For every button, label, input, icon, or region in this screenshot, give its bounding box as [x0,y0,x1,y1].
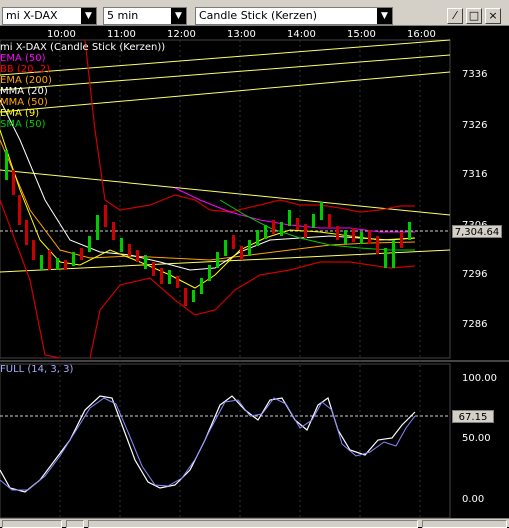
candles [5,150,411,306]
time-label: 12:00 [167,29,196,40]
chevron-down-icon[interactable]: ▼ [171,8,186,24]
draw-tool-button[interactable]: ⁄ [447,8,463,24]
instrument-select-value: mi X-DAX [6,9,58,22]
indicator-sma-50[interactable]: SMA (50) [0,119,46,130]
price-label: 7286 [462,319,487,330]
indicator-mma-50[interactable]: MMA (50) [0,97,48,108]
status-bar [0,518,509,528]
time-label: 13:00 [227,29,256,40]
toolbar: mi X-DAX ▼ 5 min ▼ Candle Stick (Kerzen)… [0,0,509,26]
price-chart-svg: 10:00 11:00 12:00 13:00 14:00 15:00 16:0… [0,29,509,519]
price-pane [0,39,451,359]
bollinger-lower [89,261,416,359]
ema-200-line [0,139,416,261]
indicator-ema-50[interactable]: EMA (50) [0,53,46,64]
time-label: 11:00 [107,29,136,40]
trend-lines [0,39,451,273]
interval-select[interactable]: 5 min ▼ [103,7,187,25]
stochastic-value-tag: 67.15 [452,410,494,423]
stochastic-k-line [0,395,416,493]
interval-select-value: 5 min [107,9,139,22]
chevron-down-icon[interactable]: ▼ [377,8,392,24]
stochastic-d-line [0,397,416,491]
chevron-down-icon[interactable]: ▼ [81,8,96,24]
price-label: 7296 [462,269,487,280]
close-button[interactable]: × [485,8,501,24]
instrument-select[interactable]: mi X-DAX ▼ [2,7,97,25]
last-price-tag: 7,304.64 [452,225,502,238]
indicator-mma-20[interactable]: MMA (20) [0,86,48,97]
stochastic-pane [0,363,451,519]
stochastic-level: 0.00 [462,494,484,505]
stochastic-level: 50.00 [462,433,491,444]
price-axis: 7336 7326 7316 7306 7296 7286 [462,69,487,330]
chart-type-select[interactable]: Candle Stick (Kerzen) ▼ [195,7,393,25]
chart-type-select-value: Candle Stick (Kerzen) [199,9,318,22]
chart-title: mi X-DAX (Candle Stick (Kerzen)) [0,42,166,53]
maximize-button[interactable]: □ [466,8,482,24]
price-label: 7316 [462,169,487,180]
bollinger-upper [0,199,61,359]
time-label: 14:00 [287,29,316,40]
indicator-ema-200[interactable]: EMA (200) [0,75,52,86]
time-label: 10:00 [47,29,76,40]
chart-area[interactable]: 10:00 11:00 12:00 13:00 14:00 15:00 16:0… [0,27,509,527]
ema-9-line [0,129,416,289]
stochastic-axis: 100.00 50.00 0.00 [462,373,497,505]
stochastic-title[interactable]: FULL (14, 3, 3) [0,364,74,375]
indicator-ema-9[interactable]: EMA (9) [0,108,40,119]
bollinger-upper-right [84,39,415,213]
price-label: 7326 [462,120,487,131]
time-label: 15:00 [347,29,376,40]
price-label: 7336 [462,69,487,80]
stochastic-level: 100.00 [462,373,497,384]
time-label: 16:00 [407,29,436,40]
time-axis: 10:00 11:00 12:00 13:00 14:00 15:00 16:0… [47,29,436,40]
indicator-bb[interactable]: BB (20, 2) [0,64,51,75]
